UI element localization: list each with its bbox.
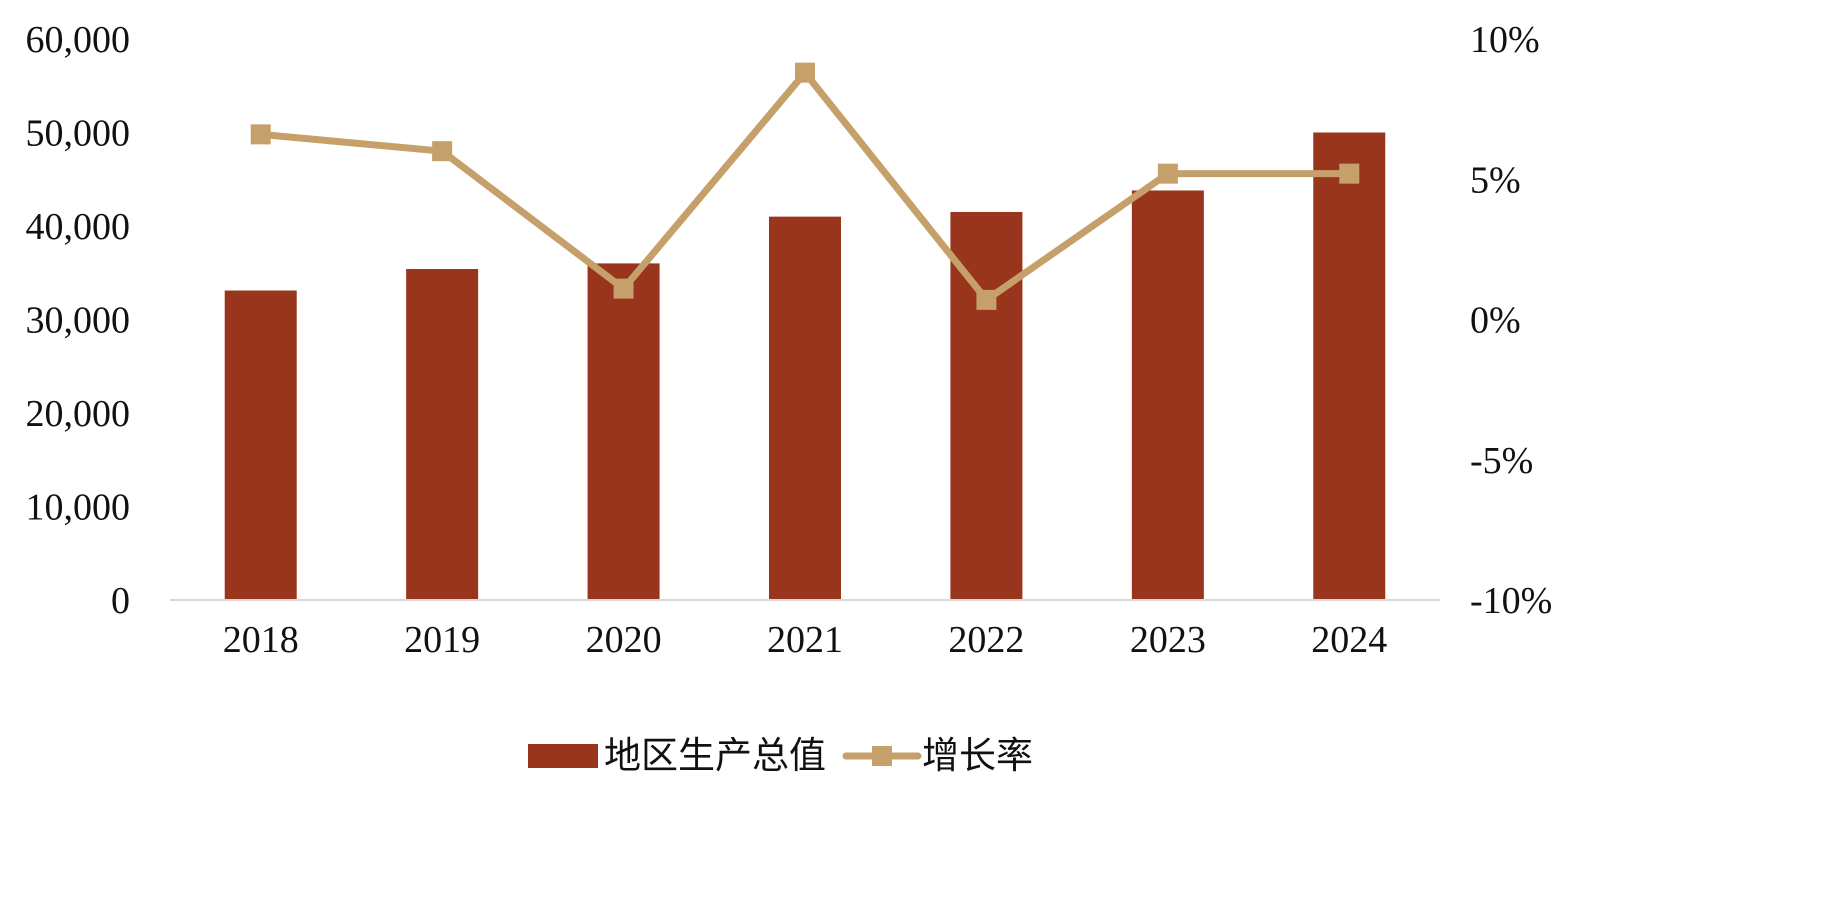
- right-tick-label: 5%: [1470, 159, 1521, 201]
- right-tick-label: -5%: [1470, 440, 1533, 482]
- growth-point-2023: [1157, 163, 1178, 184]
- bar-2020: [587, 263, 660, 600]
- right-tick-label: 0%: [1470, 300, 1521, 342]
- left-axis-ticks: 0 10,000 20,000 30,000 40,000 50,000 60,000: [26, 19, 131, 622]
- x-tick-label: 2018: [223, 619, 299, 661]
- line-series-group: [250, 62, 1360, 310]
- left-tick-label: 40,000: [26, 206, 131, 248]
- x-tick-label: 2022: [948, 619, 1024, 661]
- legend-label-bar: 地区生产总值: [604, 734, 826, 777]
- bar-2022: [950, 211, 1023, 600]
- x-tick-label: 2021: [767, 619, 843, 661]
- x-axis-ticks: 2018 2019 2020 2021 2022 2023 2024: [223, 619, 1388, 661]
- legend-swatch-marker: [872, 746, 892, 766]
- growth-point-2018: [250, 124, 271, 145]
- left-tick-label: 50,000: [26, 113, 131, 155]
- legend: 地区生产总值 增长率: [528, 734, 1033, 777]
- bar-2023: [1131, 190, 1204, 600]
- left-tick-label: 10,000: [26, 487, 131, 529]
- right-tick-label: 10%: [1470, 19, 1540, 61]
- left-tick-label: 20,000: [26, 393, 131, 435]
- bar-series-group: [224, 132, 1386, 600]
- growth-point-2024: [1339, 163, 1360, 184]
- right-tick-label: -10%: [1470, 580, 1552, 622]
- growth-point-2022: [976, 289, 997, 310]
- legend-swatch-bar: [528, 744, 598, 768]
- x-tick-label: 2023: [1130, 619, 1206, 661]
- growth-point-2020: [613, 278, 634, 299]
- x-tick-label: 2024: [1311, 619, 1387, 661]
- left-tick-label: 30,000: [26, 300, 131, 342]
- bar-2021: [769, 216, 841, 600]
- bar-2018: [224, 290, 297, 600]
- bar-2019: [406, 269, 479, 600]
- left-tick-label: 60,000: [26, 19, 131, 61]
- bar-2024: [1313, 132, 1386, 600]
- right-axis-ticks: -10% -5% 0% 5% 10%: [1470, 19, 1552, 622]
- x-tick-label: 2019: [404, 619, 480, 661]
- legend-label-line: 增长率: [922, 734, 1033, 777]
- left-tick-label: 0: [111, 580, 130, 622]
- x-tick-label: 2020: [586, 619, 662, 661]
- growth-point-2019: [432, 141, 453, 162]
- growth-point-2021: [795, 62, 815, 83]
